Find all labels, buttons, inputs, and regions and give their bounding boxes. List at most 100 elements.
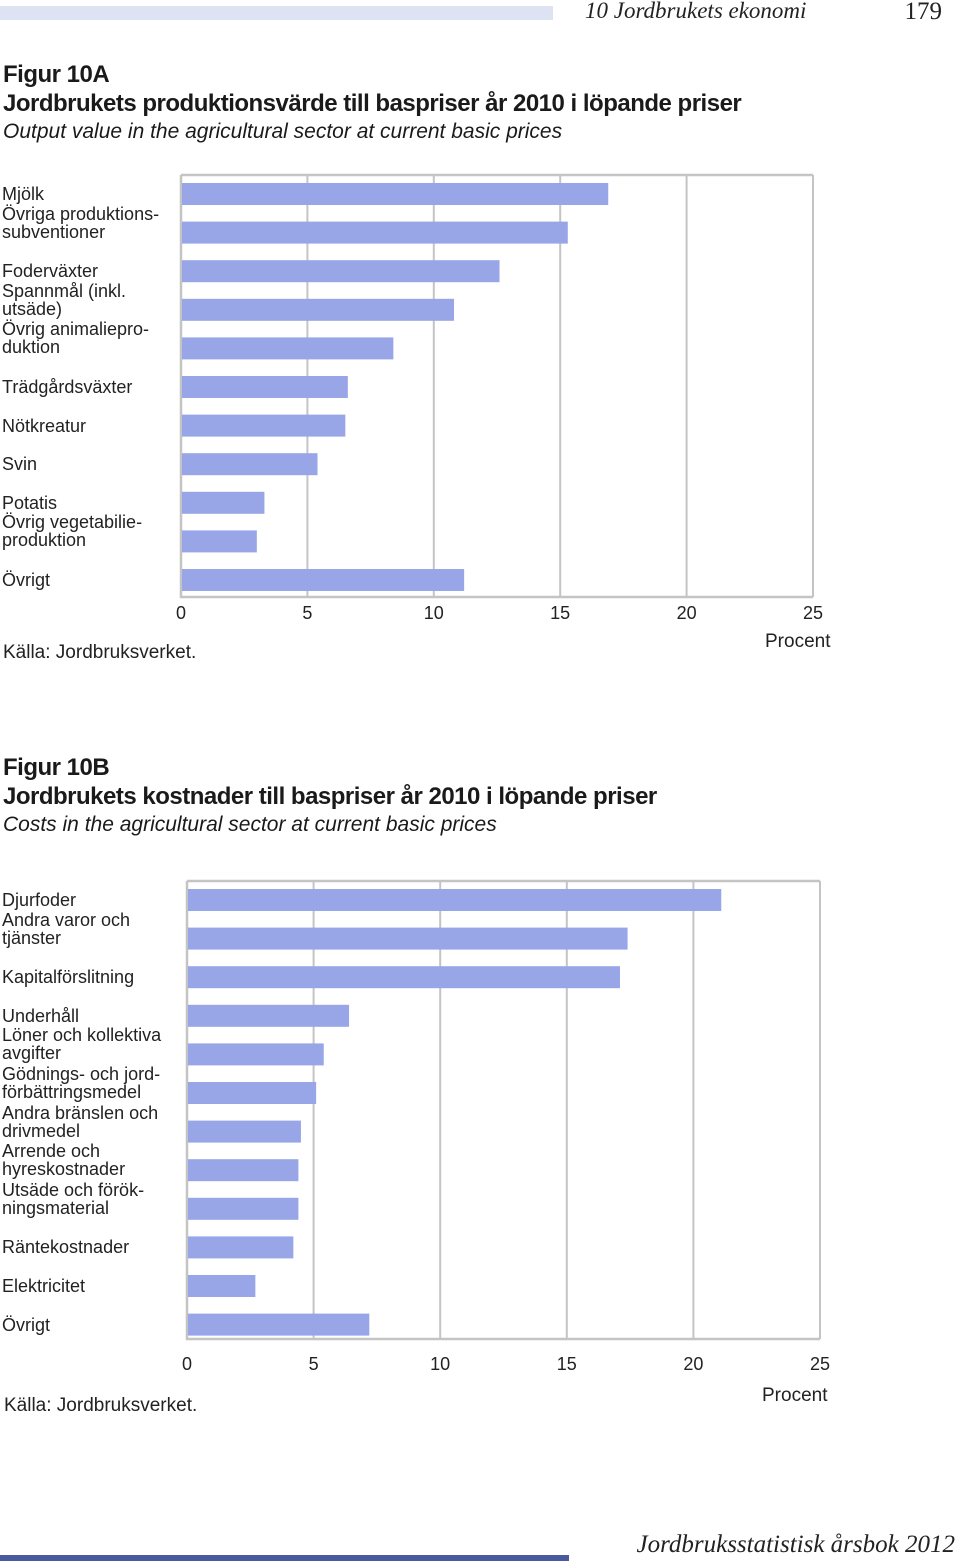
category-label-line: förbättringsmedel: [2, 1082, 142, 1102]
category-label: Övrigt: [2, 1316, 187, 1334]
category-label-line: drivmedel: [2, 1120, 81, 1141]
category-label: Andra bränslen och drivmedel: [2, 1104, 187, 1140]
category-label-line: Gödnings- och jord-: [2, 1064, 161, 1084]
x-tick-label: 25: [810, 1354, 830, 1374]
bar: [182, 491, 265, 514]
category-label: Djurfoder: [2, 891, 187, 909]
bar: [182, 569, 465, 591]
category-label: Övrig vegetabilie-produktion: [2, 513, 187, 549]
figure-b-number: Figur 10B: [3, 754, 110, 781]
x-tick-label: 10: [424, 603, 444, 623]
figure-a-title: Jordbrukets produktionsvärde till baspri…: [3, 90, 742, 117]
category-label-line: Djurfoder: [2, 890, 77, 910]
x-tick-label: 0: [182, 1354, 192, 1374]
category-label: Spannmål (inkl. utsäde): [2, 282, 187, 318]
category-label: Gödnings- och jord-förbättringsmedel: [2, 1065, 187, 1101]
bar: [188, 1236, 294, 1259]
bar: [188, 927, 628, 950]
bar: [188, 1082, 317, 1104]
figure-a-unit: Procent: [765, 631, 831, 652]
bar: [182, 298, 455, 321]
bar: [188, 1120, 301, 1143]
category-label: Potatis: [2, 494, 187, 512]
page-number: 179: [904, 0, 943, 25]
bar: [182, 414, 346, 437]
category-label: Löner och kollektiva avgifter: [2, 1026, 187, 1062]
category-label: Räntekostnader: [2, 1238, 187, 1256]
category-label: Nötkreatur: [2, 417, 187, 435]
category-label: Foderväxter: [2, 262, 187, 280]
category-label-line: avgifter: [2, 1043, 62, 1064]
figure-a-source: Källa: Jordbruksverket.: [3, 642, 197, 663]
category-label-line: Andra varor och: [2, 909, 131, 930]
figure-a-bar-chart: 0 5 10 15 20 25: [176, 173, 823, 623]
header-decor-bar: [0, 6, 553, 20]
category-label-line: Elektricitet: [2, 1276, 86, 1296]
category-label: Kapitalförslitning: [2, 968, 187, 986]
category-label-line: subventioner: [2, 221, 106, 242]
figure-a-number: Figur 10A: [3, 61, 110, 88]
category-label-line: Underhåll: [2, 1005, 80, 1026]
category-label-line: Övrig vegetabilie-: [2, 512, 143, 533]
category-label-line: hyreskostnader: [2, 1159, 126, 1180]
category-label: Svin: [2, 455, 187, 473]
category-label: Mjölk: [2, 185, 187, 203]
category-label-line: Foderväxter: [2, 261, 99, 282]
category-label-line: duktion: [2, 337, 61, 358]
category-label-line: utsäde): [2, 298, 63, 319]
x-tick-label: 5: [309, 1354, 319, 1374]
figure-b-title: Jordbrukets kostnader till baspriser år …: [3, 783, 657, 810]
plot-frame: [185, 879, 820, 1341]
category-label-line: Övrig animaliepro-: [2, 319, 150, 340]
bar: [188, 1275, 256, 1297]
category-label: Övrig animaliepro-duktion: [2, 320, 187, 356]
plot-frame: [179, 173, 813, 599]
category-label-line: Utsäde och förök-: [2, 1179, 145, 1200]
x-tick-label: 20: [683, 1354, 703, 1374]
category-label-line: Nötkreatur: [2, 415, 87, 436]
category-label-line: Svin: [2, 454, 38, 475]
category-label: Trädgårdsväxter: [2, 378, 187, 396]
x-tick-label: 20: [677, 603, 697, 623]
figure-a-subtitle: Output value in the agricultural sector …: [3, 120, 563, 143]
bar: [188, 1159, 299, 1182]
x-tick-label: 15: [550, 603, 570, 623]
bar: [188, 1313, 370, 1336]
bar: [188, 1004, 350, 1027]
category-label: Övriga produktions-subventioner: [2, 205, 187, 241]
footer-decor-bar: [0, 1555, 569, 1561]
bar: [182, 221, 568, 244]
x-tick-label: 15: [557, 1354, 577, 1374]
bar: [182, 530, 257, 553]
running-head-chapter: 10 Jordbrukets ekonomi: [585, 0, 807, 23]
x-tick-label: 10: [430, 1354, 450, 1374]
x-tick-label: 25: [803, 603, 823, 623]
bar: [182, 260, 500, 283]
category-label: Andra varor och tjänster: [2, 911, 187, 947]
category-label-line: Kapitalförslitning: [2, 967, 135, 988]
category-label: Underhåll: [2, 1007, 187, 1025]
category-label-line: Mjölk: [2, 184, 45, 204]
bar: [188, 1043, 324, 1066]
figure-b-bar-chart: 0 5 10 15 20 25: [182, 879, 830, 1374]
bar: [188, 889, 722, 911]
figure-b-subtitle: Costs in the agricultural sector at curr…: [3, 813, 497, 836]
bar: [182, 376, 348, 398]
bar: [188, 1197, 299, 1220]
category-label-line: Potatis: [2, 492, 58, 513]
category-label-line: Övrigt: [2, 1314, 51, 1335]
category-label-line: Andra bränslen och: [2, 1102, 159, 1123]
bar: [188, 966, 620, 989]
figure-b-source: Källa: Jordbruksverket.: [4, 1395, 198, 1416]
category-label: Övrigt: [2, 571, 187, 589]
category-label-line: produktion: [2, 530, 87, 551]
bar: [182, 183, 609, 205]
category-label-line: Övriga produktions-: [2, 203, 160, 224]
figure-b-unit: Procent: [762, 1385, 828, 1406]
category-label-line: Räntekostnader: [2, 1237, 130, 1258]
x-tick-label: 0: [176, 603, 186, 623]
category-label-line: tjänster: [2, 927, 62, 948]
category-label-line: ningsmaterial: [2, 1197, 110, 1218]
category-label-line: Övrigt: [2, 570, 51, 590]
category-label: Utsäde och förök-ningsmaterial: [2, 1181, 187, 1217]
